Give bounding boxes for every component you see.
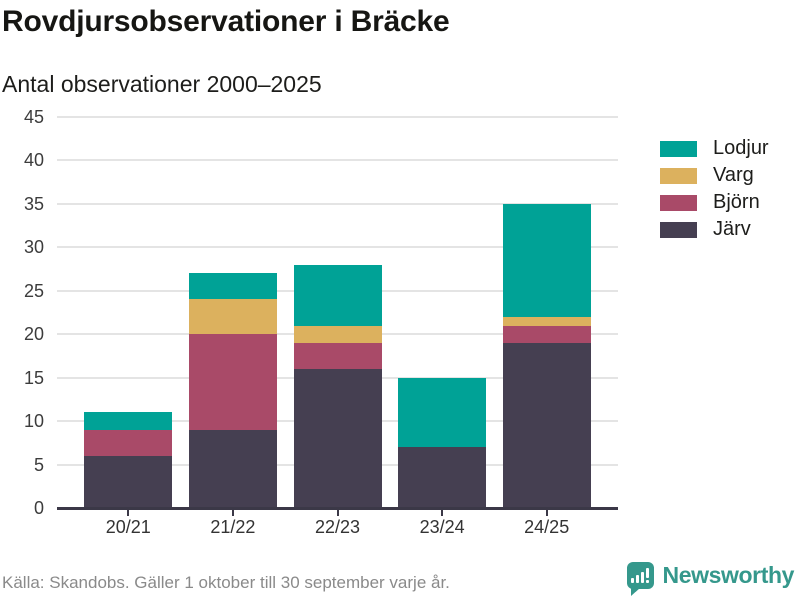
bar-segment-lodjur — [502, 203, 591, 317]
gridline — [57, 202, 618, 205]
bar-segment-varg — [293, 325, 382, 343]
legend-label: Björn — [713, 191, 760, 213]
legend-label: Lodjur — [713, 137, 769, 159]
brand-name: Newsworthy — [662, 562, 795, 588]
x-axis-tick-label: 21/22 — [210, 517, 256, 537]
x-axis-tick-label: 22/23 — [314, 517, 361, 537]
bar-segment-jrv — [188, 429, 277, 508]
x-axis-tick — [441, 510, 444, 516]
bar-segment-bjrn — [84, 429, 173, 456]
x-axis-tick — [231, 510, 234, 516]
gridline — [57, 159, 618, 162]
legend-swatch — [660, 140, 697, 157]
x-axis-tick — [545, 510, 548, 516]
y-axis-tick-label: 0 — [33, 498, 44, 518]
x-axis-line — [57, 507, 618, 510]
newsworthy-logo: Newsworthy — [626, 562, 795, 596]
legend-item: Lodjur — [660, 137, 769, 159]
legend-swatch — [660, 167, 697, 184]
x-axis-tick-label: 23/24 — [419, 517, 465, 537]
x-axis-tick-label: 24/25 — [524, 517, 570, 537]
legend-swatch — [660, 194, 697, 211]
bar-segment-bjrn — [502, 325, 591, 343]
y-axis-tick-label: 10 — [23, 411, 44, 432]
y-axis-tick-label: 35 — [23, 193, 44, 214]
bar-segment-bjrn — [188, 334, 277, 430]
y-axis-tick-label: 20 — [23, 324, 44, 345]
bar-segment-lodjur — [293, 264, 382, 326]
legend-item: Järv — [660, 218, 769, 240]
y-axis-tick-label: 5 — [33, 454, 44, 475]
x-axis-tick — [127, 510, 130, 516]
bar-segment-lodjur — [398, 377, 487, 448]
bar-segment-bjrn — [293, 342, 382, 369]
bar-segment-varg — [502, 316, 591, 326]
legend-item: Varg — [660, 164, 769, 186]
bar-segment-jrv — [398, 447, 487, 508]
y-axis-tick-label: 45 — [23, 107, 44, 127]
legend-label: Järv — [713, 218, 751, 240]
y-axis-tick-label: 40 — [23, 150, 44, 171]
gridline — [57, 246, 618, 249]
gridline — [57, 116, 618, 118]
y-axis-tick-label: 25 — [23, 280, 44, 301]
bar-segment-lodjur — [84, 412, 173, 430]
x-axis-tick — [336, 510, 339, 516]
y-axis-tick-label: 15 — [23, 367, 44, 388]
bar-segment-jrv — [84, 455, 173, 508]
bar-segment-varg — [188, 299, 277, 335]
legend-label: Varg — [713, 164, 754, 186]
chart-title: Rovdjursobservationer i Bräcke — [2, 5, 450, 38]
legend: Lodjur Varg Björn Järv — [660, 137, 769, 246]
x-axis-tick-label: 20/21 — [105, 517, 151, 537]
mini-bar-chart-glyph — [631, 568, 650, 583]
bar-segment-jrv — [293, 368, 382, 508]
y-axis-tick-label: 30 — [23, 237, 44, 258]
legend-swatch — [660, 221, 697, 238]
bar-segment-jrv — [502, 342, 591, 508]
bar-segment-lodjur — [188, 273, 277, 300]
source-note: Källa: Skandobs. Gäller 1 oktober till 3… — [2, 573, 450, 592]
chart-subtitle: Antal observationer 2000–2025 — [2, 71, 322, 97]
legend-item: Björn — [660, 191, 769, 213]
chart-bubble-icon — [626, 562, 654, 596]
